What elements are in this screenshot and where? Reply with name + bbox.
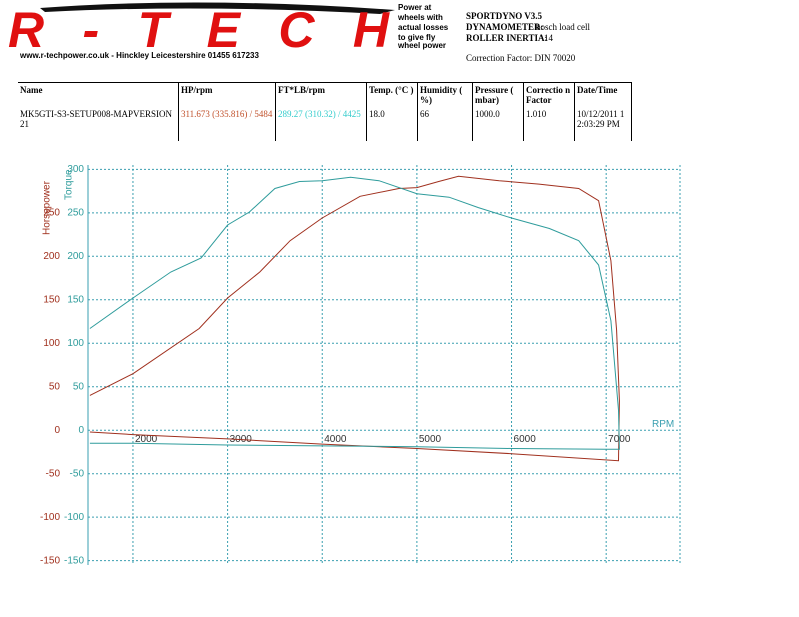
website: www.r-techpower.co.uk - Hinckley Leicest… [19, 51, 259, 60]
header-cell: Name [18, 82, 179, 107]
cell: 1.010 [523, 107, 575, 141]
header-cell: HP/rpm [178, 82, 276, 107]
header-cell: Pressure ( mbar) [472, 82, 524, 107]
x-tick-label: 6000 [514, 434, 537, 445]
note-line: wheel power [397, 41, 446, 50]
y2-tick-label: 250 [67, 207, 84, 218]
y-tick-label: 150 [43, 294, 60, 305]
y-tick-label: 0 [54, 425, 60, 436]
note-line: Power at [398, 3, 432, 12]
y2-tick-label: 0 [78, 425, 84, 436]
cell: 18.0 [366, 107, 418, 141]
dyno-label: DYNAMOMETER: [466, 22, 544, 32]
series-line [89, 176, 620, 450]
note-line: actual losses [398, 23, 449, 32]
y2-tick-label: 150 [67, 294, 84, 305]
cell: 66 [417, 107, 473, 141]
header-cell: Temp. (°C ) [366, 82, 418, 107]
y2-tick-label: 50 [73, 381, 85, 392]
y2-tick-label: -50 [70, 468, 85, 479]
note-line: to give fly [398, 33, 436, 42]
header-cell: Date/Time [574, 82, 632, 107]
y2-tick-label: -100 [64, 512, 84, 523]
cell: 289.27 (310.32) / 4425 [275, 107, 367, 141]
correction: Correction Factor: DIN 70020 [466, 53, 576, 63]
dyno-name: SPORTDYNO V3.5 [466, 11, 543, 21]
y-tick-label: -50 [46, 468, 61, 479]
y2-tick-label: 300 [67, 164, 84, 175]
note-line: wheels with [397, 13, 443, 22]
x-axis-label: RPM [652, 419, 674, 430]
data-row: MK5GTI-S3-SETUP008-MAPVERSION21 311.673 … [18, 107, 632, 141]
y2-axis-label: Torque [64, 169, 75, 200]
inertia-label: ROLLER INERTIA: [466, 33, 547, 43]
cell: 10/12/2011 12:03:29 PM [574, 107, 632, 141]
cell: 311.673 (335.816) / 5484 [178, 107, 276, 141]
cell: 1000.0 [472, 107, 524, 141]
y-tick-label: -150 [40, 555, 60, 566]
y-axis-label: Horsepower [42, 180, 53, 235]
y-tick-label: 250 [43, 207, 60, 218]
x-tick-label: 2000 [135, 434, 158, 445]
logo-swoosh [40, 2, 395, 14]
header-cell: FT*LB/rpm [275, 82, 367, 107]
inertia-value: 14 [544, 33, 554, 43]
x-tick-label: 4000 [324, 434, 347, 445]
y2-tick-label: 100 [67, 338, 84, 349]
cell: MK5GTI-S3-SETUP008-MAPVERSION21 [18, 107, 179, 141]
series-line [89, 175, 620, 462]
y-tick-label: 50 [49, 381, 61, 392]
results-table: Name HP/rpm FT*LB/rpm Temp. (°C ) Humidi… [18, 82, 632, 141]
y-tick-label: -100 [40, 512, 60, 523]
dyno-value: bosch load cell [536, 22, 590, 32]
y-tick-label: 200 [43, 251, 60, 262]
y2-tick-label: 200 [67, 251, 84, 262]
y2-tick-label: -150 [64, 555, 84, 566]
header-cell: Humidity ( %) [417, 82, 473, 107]
header-cell: Correctio n Factor [523, 82, 575, 107]
y-tick-label: 100 [43, 338, 60, 349]
header-row: Name HP/rpm FT*LB/rpm Temp. (°C ) Humidi… [18, 82, 632, 107]
x-tick-label: 5000 [419, 434, 442, 445]
